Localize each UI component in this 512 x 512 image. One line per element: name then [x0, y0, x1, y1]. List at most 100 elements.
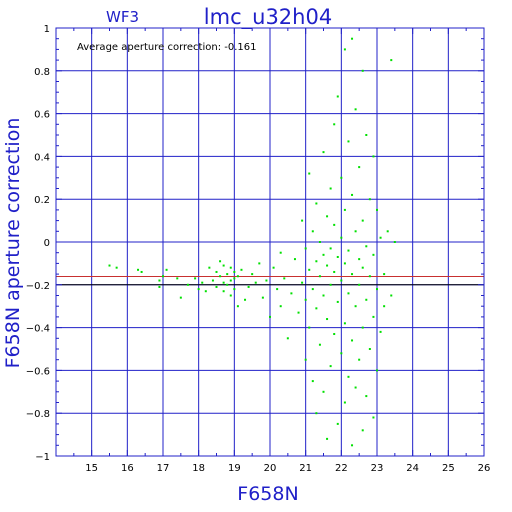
data-point-39 [258, 262, 261, 265]
data-point-55 [304, 298, 307, 301]
data-point-29 [233, 270, 236, 273]
data-point-99 [347, 140, 350, 143]
x-tick-label-4: 19 [228, 463, 241, 474]
y-tick-label-8: 0.6 [34, 110, 50, 121]
data-point-132 [376, 208, 378, 211]
data-point-75 [326, 264, 329, 267]
data-point-87 [336, 255, 339, 258]
data-point-3 [140, 270, 143, 273]
data-point-98 [343, 401, 346, 404]
data-point-117 [361, 219, 364, 222]
average-correction-annotation: Average aperture correction: -0.161 [77, 42, 257, 53]
data-point-35 [244, 298, 247, 301]
data-points [108, 37, 396, 447]
data-point-97 [343, 322, 346, 325]
data-point-64 [315, 260, 318, 263]
grid [56, 28, 484, 456]
x-tick-label-6: 21 [299, 463, 312, 474]
chart-title: lmc_u32h04 [204, 5, 332, 30]
data-point-28 [229, 294, 232, 297]
data-point-80 [329, 283, 332, 286]
data-point-86 [336, 95, 339, 98]
data-point-60 [311, 230, 314, 233]
data-point-14 [204, 290, 207, 293]
x-tick-label-3: 18 [192, 463, 205, 474]
data-point-112 [358, 166, 361, 169]
data-point-48 [286, 337, 289, 340]
data-point-85 [333, 333, 336, 336]
data-point-82 [333, 123, 336, 126]
data-point-72 [322, 294, 325, 297]
data-point-101 [347, 292, 350, 295]
data-point-38 [254, 281, 257, 284]
x-tick-label-10: 25 [442, 463, 455, 474]
data-point-23 [222, 290, 225, 293]
data-point-113 [358, 258, 361, 261]
data-point-133 [376, 288, 378, 291]
x-tick-label-2: 17 [157, 463, 170, 474]
data-point-111 [354, 386, 357, 389]
data-point-41 [265, 279, 268, 282]
data-point-45 [279, 251, 282, 254]
data-point-66 [315, 412, 318, 415]
data-point-105 [351, 273, 354, 276]
data-point-56 [304, 358, 307, 361]
data-point-59 [308, 326, 311, 329]
data-point-13 [201, 281, 204, 284]
data-point-134 [376, 369, 378, 372]
data-point-108 [354, 108, 357, 111]
data-point-89 [336, 422, 339, 425]
y-tick-label-5: 0 [44, 238, 50, 249]
data-point-26 [229, 266, 232, 269]
x-tick-label-9: 24 [406, 463, 419, 474]
data-point-21 [222, 264, 225, 267]
data-point-25 [226, 283, 229, 286]
data-point-118 [361, 266, 364, 269]
data-point-126 [368, 275, 371, 278]
data-point-74 [326, 215, 329, 218]
data-point-62 [311, 380, 314, 383]
data-point-120 [361, 429, 364, 432]
data-point-109 [354, 230, 357, 233]
data-point-49 [290, 292, 293, 295]
data-point-79 [329, 247, 332, 250]
data-point-88 [336, 300, 339, 303]
data-point-36 [247, 285, 250, 288]
data-point-15 [208, 266, 211, 269]
data-point-139 [386, 230, 389, 233]
data-point-91 [340, 236, 343, 239]
data-point-10 [186, 283, 189, 286]
y-tick-label-3: −0.4 [26, 324, 50, 335]
data-point-95 [343, 208, 346, 211]
data-point-4 [158, 279, 161, 282]
data-point-19 [219, 260, 222, 263]
data-point-24 [226, 273, 229, 276]
data-point-83 [333, 223, 336, 226]
data-point-32 [236, 275, 239, 278]
data-point-67 [318, 241, 321, 243]
data-point-54 [304, 247, 307, 250]
data-point-78 [329, 187, 332, 190]
data-point-129 [372, 253, 375, 256]
plot-border [55, 27, 485, 457]
data-point-128 [372, 155, 375, 158]
data-point-121 [365, 134, 368, 136]
data-point-43 [272, 266, 275, 269]
data-point-115 [358, 358, 361, 361]
data-point-123 [365, 298, 368, 301]
data-point-16 [211, 279, 214, 282]
data-point-142 [393, 241, 396, 243]
y-tick-label-0: −1 [35, 452, 50, 463]
data-point-116 [361, 69, 364, 72]
data-point-94 [343, 48, 346, 51]
data-point-104 [351, 193, 354, 196]
data-point-9 [179, 296, 182, 299]
data-point-103 [351, 37, 354, 40]
x-tick-label-11: 26 [478, 463, 491, 474]
data-point-130 [372, 315, 375, 318]
y-tick-label-4: −0.2 [26, 281, 50, 292]
data-point-107 [351, 444, 354, 447]
data-point-46 [279, 305, 282, 308]
